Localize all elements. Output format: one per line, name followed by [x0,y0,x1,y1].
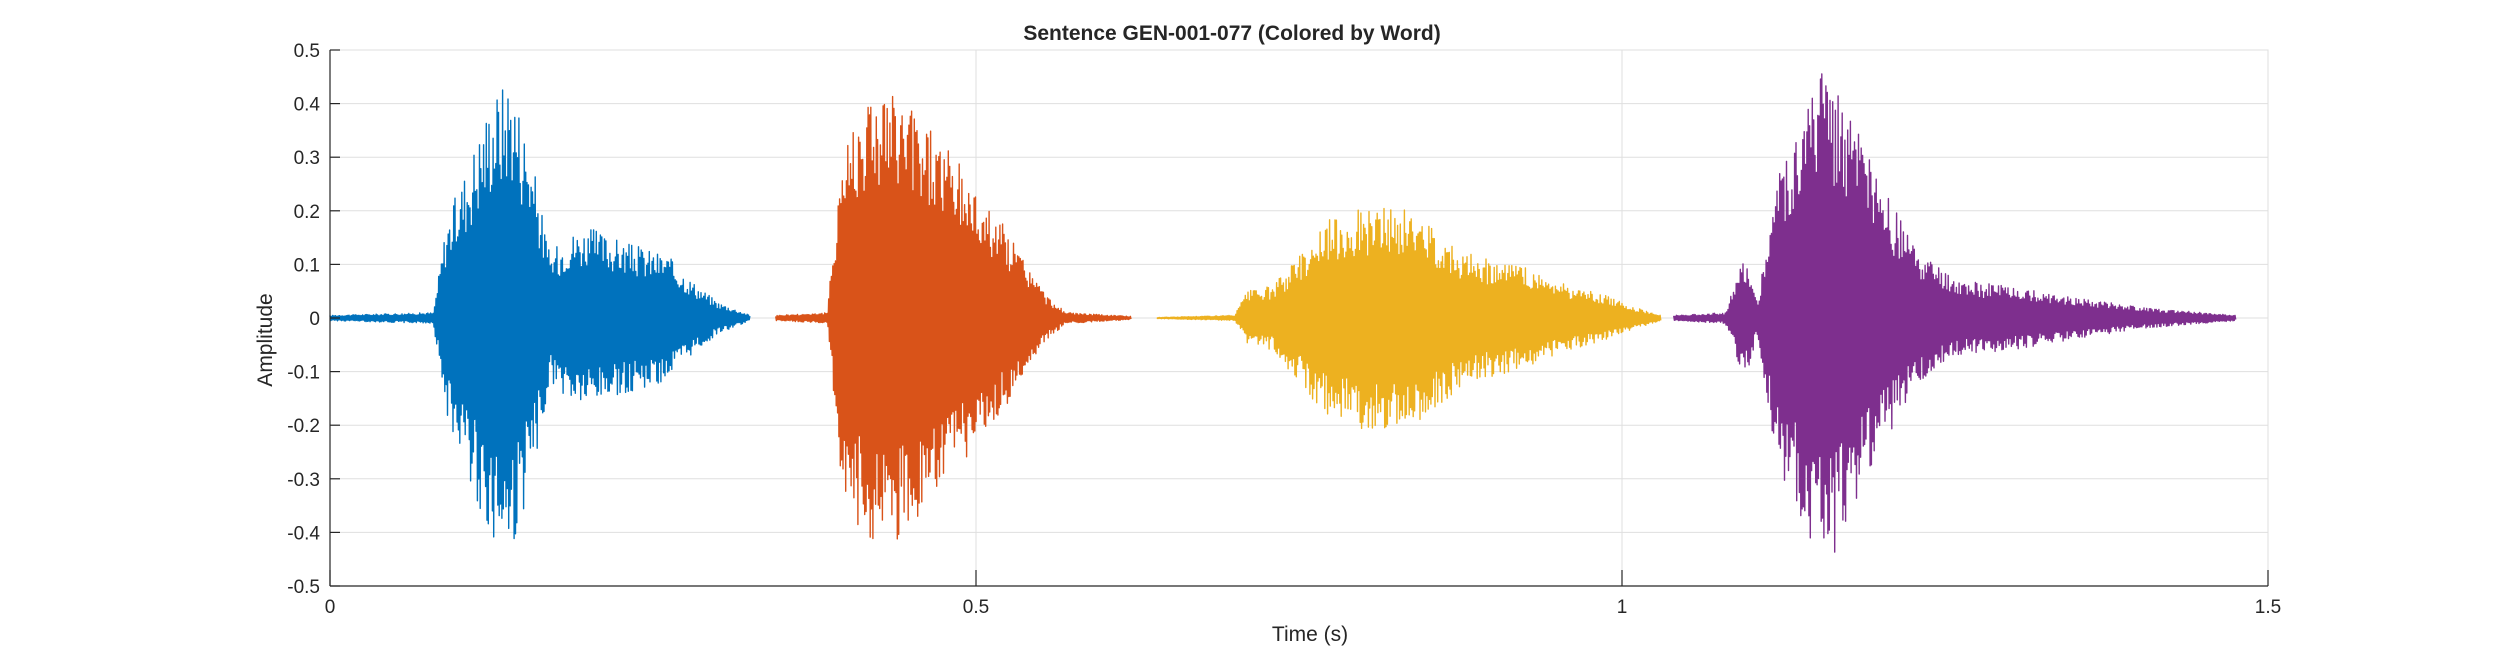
waveform-series-group [329,73,2237,553]
waveform-series-4 [1673,73,2237,553]
x-axis-label: Time (s) [1272,623,1348,646]
waveform-series-3 [1156,207,1662,430]
y-tick-label: -0.3 [287,470,320,491]
y-tick-label: 0 [309,309,320,330]
x-tick-label: 1.5 [2255,597,2281,618]
y-tick-label: -0.1 [287,363,320,384]
x-tick-label: 0 [325,597,336,618]
x-tick-label: 1 [1617,597,1628,618]
y-tick-label: 0.4 [294,95,321,116]
y-tick-label: 0.2 [294,202,320,223]
y-tick-label: 0.5 [294,41,320,62]
waveform-series-2 [775,95,1132,540]
waveform-series-1 [329,89,751,540]
y-tick-label: -0.4 [287,523,320,544]
x-tick-label: 0.5 [963,597,989,618]
y-tick-label: 0.1 [294,255,320,276]
y-axis-label: Amplitude [254,293,277,386]
y-tick-label: -0.2 [287,416,320,437]
chart-title: Sentence GEN-001-077 (Colored by Word) [1023,22,1440,45]
y-tick-label: 0.3 [294,148,320,169]
axes: 0 0.5 1 1.5 0.5 0.4 0.3 0.2 0.1 0 -0.1 -0.2 -0.3 -0.4… [287,41,2281,618]
y-tick-label: -0.5 [287,577,320,598]
